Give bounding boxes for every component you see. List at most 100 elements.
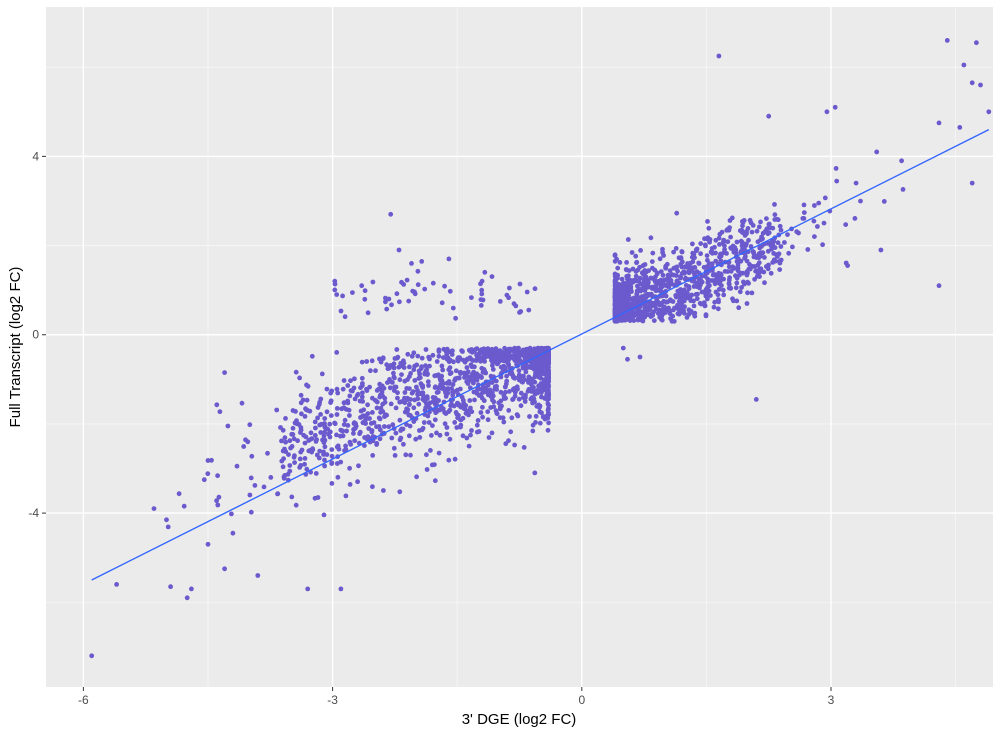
data-point	[529, 348, 534, 354]
y-tick-label: -4	[28, 506, 39, 520]
data-point	[698, 251, 703, 257]
data-point	[329, 453, 335, 459]
data-point	[705, 219, 710, 224]
y-tick-label: 4	[32, 149, 39, 163]
data-point	[415, 396, 421, 402]
data-point	[681, 287, 687, 293]
data-point	[764, 216, 769, 222]
data-point	[379, 389, 385, 395]
data-point	[652, 267, 658, 273]
data-point	[293, 409, 298, 414]
data-point	[374, 441, 380, 446]
data-point	[701, 300, 707, 305]
data-point	[858, 198, 863, 204]
data-point	[426, 383, 431, 388]
data-point	[367, 416, 372, 421]
data-point	[708, 293, 713, 298]
data-point	[462, 373, 468, 379]
data-point	[324, 386, 330, 392]
data-point	[633, 295, 639, 301]
data-point	[512, 442, 517, 448]
data-point	[639, 294, 645, 299]
data-point	[492, 386, 498, 392]
data-point	[733, 273, 738, 279]
y-axis-ticks: -4 0 4	[28, 149, 46, 520]
data-point	[469, 428, 474, 433]
data-point	[756, 260, 762, 266]
data-point	[357, 429, 363, 435]
data-point	[969, 180, 975, 186]
data-point	[510, 397, 515, 402]
data-point	[429, 433, 434, 438]
data-point	[707, 239, 712, 245]
data-point	[545, 427, 551, 433]
data-point	[417, 435, 423, 440]
data-point	[343, 406, 349, 412]
data-point	[758, 219, 763, 225]
data-point	[737, 270, 743, 276]
data-point	[766, 113, 772, 119]
data-point	[506, 408, 512, 413]
data-point	[423, 347, 429, 352]
data-point	[328, 413, 334, 418]
data-point	[755, 239, 761, 245]
data-point	[252, 483, 258, 488]
data-point	[393, 384, 399, 390]
data-point	[313, 439, 319, 444]
data-point	[778, 244, 784, 249]
data-point	[384, 306, 390, 312]
data-point	[351, 385, 357, 391]
data-point	[420, 383, 426, 389]
data-point	[366, 426, 372, 431]
data-point	[759, 234, 764, 240]
data-point	[703, 313, 709, 319]
data-point	[642, 314, 648, 319]
data-point	[422, 396, 428, 401]
data-point	[369, 358, 375, 364]
data-point	[682, 298, 687, 304]
data-point	[643, 293, 649, 298]
data-point	[279, 438, 284, 444]
data-point	[283, 439, 288, 445]
trend-line	[91, 128, 990, 581]
data-point	[446, 457, 452, 463]
data-point	[286, 452, 291, 457]
data-point	[234, 463, 240, 469]
data-point	[641, 284, 647, 289]
data-point	[692, 313, 698, 319]
data-point	[377, 436, 383, 442]
data-point	[612, 271, 618, 277]
data-point	[415, 353, 421, 359]
data-point	[532, 286, 538, 292]
data-point	[778, 227, 784, 233]
data-point	[690, 241, 695, 247]
data-point	[340, 386, 346, 392]
data-point	[388, 401, 394, 407]
data-point	[376, 424, 382, 429]
data-point	[689, 292, 695, 298]
data-point	[527, 414, 532, 419]
data-point	[728, 234, 733, 240]
data-point	[506, 295, 511, 301]
data-point	[546, 355, 551, 361]
data-point	[706, 225, 712, 231]
data-point	[496, 352, 502, 358]
data-point	[216, 494, 222, 500]
data-point	[369, 429, 375, 435]
data-point	[749, 229, 755, 235]
data-point	[646, 268, 651, 274]
data-point	[397, 399, 403, 405]
data-point	[518, 390, 524, 396]
data-point	[435, 389, 441, 395]
data-point	[633, 269, 639, 274]
data-point	[834, 178, 840, 184]
data-point	[654, 281, 660, 287]
data-point	[626, 300, 631, 306]
data-point	[899, 158, 904, 164]
data-point	[526, 374, 532, 380]
data-point	[453, 410, 459, 415]
data-point	[399, 372, 404, 377]
data-point	[936, 283, 942, 289]
data-point	[739, 285, 744, 290]
data-point	[462, 406, 468, 412]
